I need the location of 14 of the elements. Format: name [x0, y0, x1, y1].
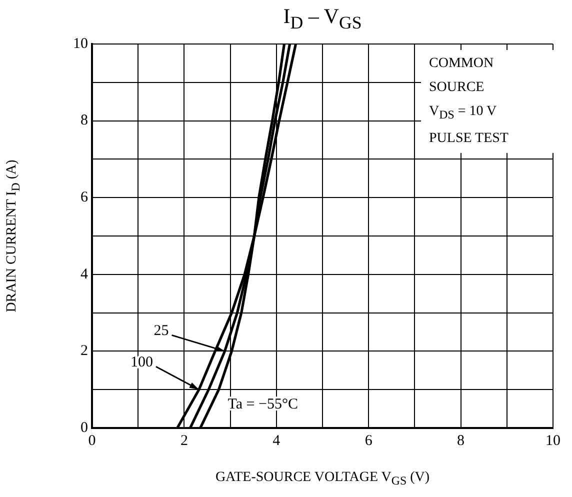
- x-axis-title: GATE-SOURCE VOLTAGE V$_{GS}$ (V): [214, 470, 431, 489]
- y-tick-label: 6: [80, 190, 88, 206]
- y-tick-label: 0: [80, 420, 88, 436]
- x-tick-label: 10: [546, 432, 560, 449]
- y-tick-label: 4: [80, 266, 88, 282]
- text: 25: [154, 323, 169, 340]
- y-tick-label: 8: [80, 112, 88, 129]
- x-tick-label: 8: [457, 432, 465, 449]
- x-tick-label: 6: [364, 432, 373, 449]
- y-tick-label: 2: [80, 343, 88, 360]
- x-tick-label: 4: [272, 432, 281, 449]
- y-tick-label: 10: [73, 36, 88, 52]
- x-tick-label: 2: [180, 432, 188, 449]
- chart-title: I$_{D}$ – V$_{GS}$: [282, 4, 363, 34]
